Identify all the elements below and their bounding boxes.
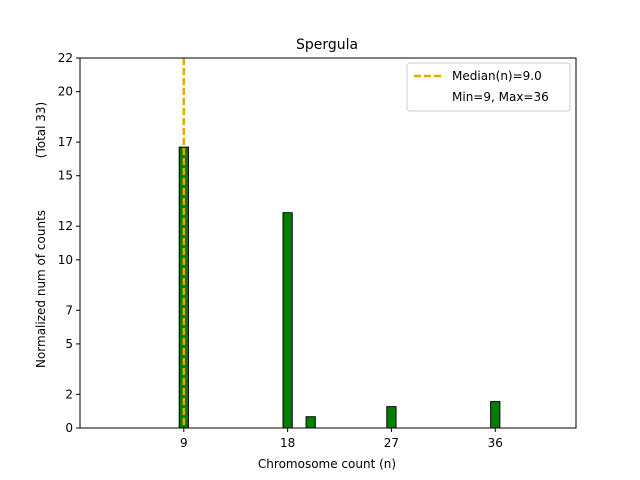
x-tick-label-3: 36 — [488, 436, 503, 450]
y-tick-label-0: 0 — [65, 421, 73, 435]
x-tick-label-2: 27 — [384, 436, 399, 450]
x-tick-label-1: 18 — [280, 436, 295, 450]
y-tick-label-3: 7 — [65, 303, 73, 317]
legend-entry-median: Median(n)=9.0 — [452, 69, 542, 83]
x-axis-ticks: 9 18 27 36 — [180, 428, 503, 450]
y-tick-label-5: 12 — [58, 219, 73, 233]
bar-4 — [490, 401, 501, 429]
x-tick-label-0: 9 — [180, 436, 188, 450]
y-tick-label-9: 22 — [58, 51, 73, 65]
bar-1 — [282, 212, 293, 429]
bar-2 — [305, 416, 316, 429]
y-axis-ticks: 0 2 5 7 10 12 15 17 20 22 — [58, 51, 80, 435]
bar-3 — [386, 406, 397, 429]
y-tick-label-7: 17 — [58, 135, 73, 149]
axes-frame — [79, 57, 577, 429]
y-axis-total-label: (Total 33) — [34, 102, 48, 158]
legend: Median(n)=9.0 Min=9, Max=36 — [406, 62, 571, 112]
legend-entry-minmax: Min=9, Max=36 — [452, 90, 549, 104]
y-tick-label-6: 15 — [58, 169, 73, 183]
bars-layer — [178, 146, 501, 429]
y-tick-label-1: 2 — [65, 387, 73, 401]
legend-frame — [406, 62, 571, 112]
y-tick-label-8: 20 — [58, 85, 73, 99]
y-tick-label-4: 10 — [58, 253, 73, 267]
y-tick-label-2: 5 — [65, 337, 73, 351]
x-axis-label: Chromosome count (n) — [258, 457, 396, 471]
y-axis-label: Normalized num of counts — [34, 210, 48, 368]
chart-title: Spergula — [296, 37, 358, 53]
